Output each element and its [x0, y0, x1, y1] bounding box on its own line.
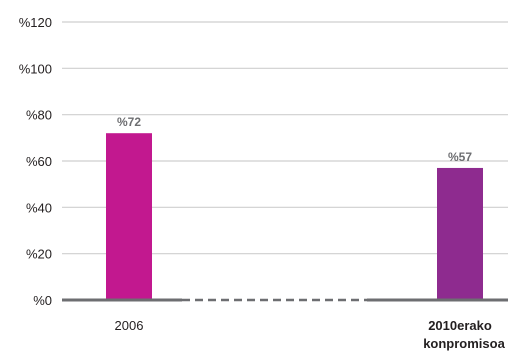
y-tick-label: %40 [26, 200, 52, 215]
bar-2010erako [437, 167, 483, 300]
y-tick-label: %120 [19, 15, 52, 30]
bar-2006 [106, 133, 152, 300]
y-tick-label: %20 [26, 247, 52, 262]
y-tick-label: %0 [33, 293, 52, 308]
category-label: 2010erako konpromisoa [423, 318, 505, 351]
bars [106, 133, 483, 300]
data-labels: %72 %57 [117, 115, 472, 164]
y-tick-label: %80 [26, 108, 52, 123]
data-label: %72 [117, 115, 141, 129]
category-labels: 2006 2010erako konpromisoa [115, 318, 506, 351]
data-label: %57 [448, 150, 472, 164]
y-tick-label: %100 [19, 61, 52, 76]
y-axis-tick-labels: %0 %20 %40 %60 %80 %100 %120 [19, 15, 52, 308]
y-tick-label: %60 [26, 154, 52, 169]
category-label: 2006 [115, 318, 144, 333]
